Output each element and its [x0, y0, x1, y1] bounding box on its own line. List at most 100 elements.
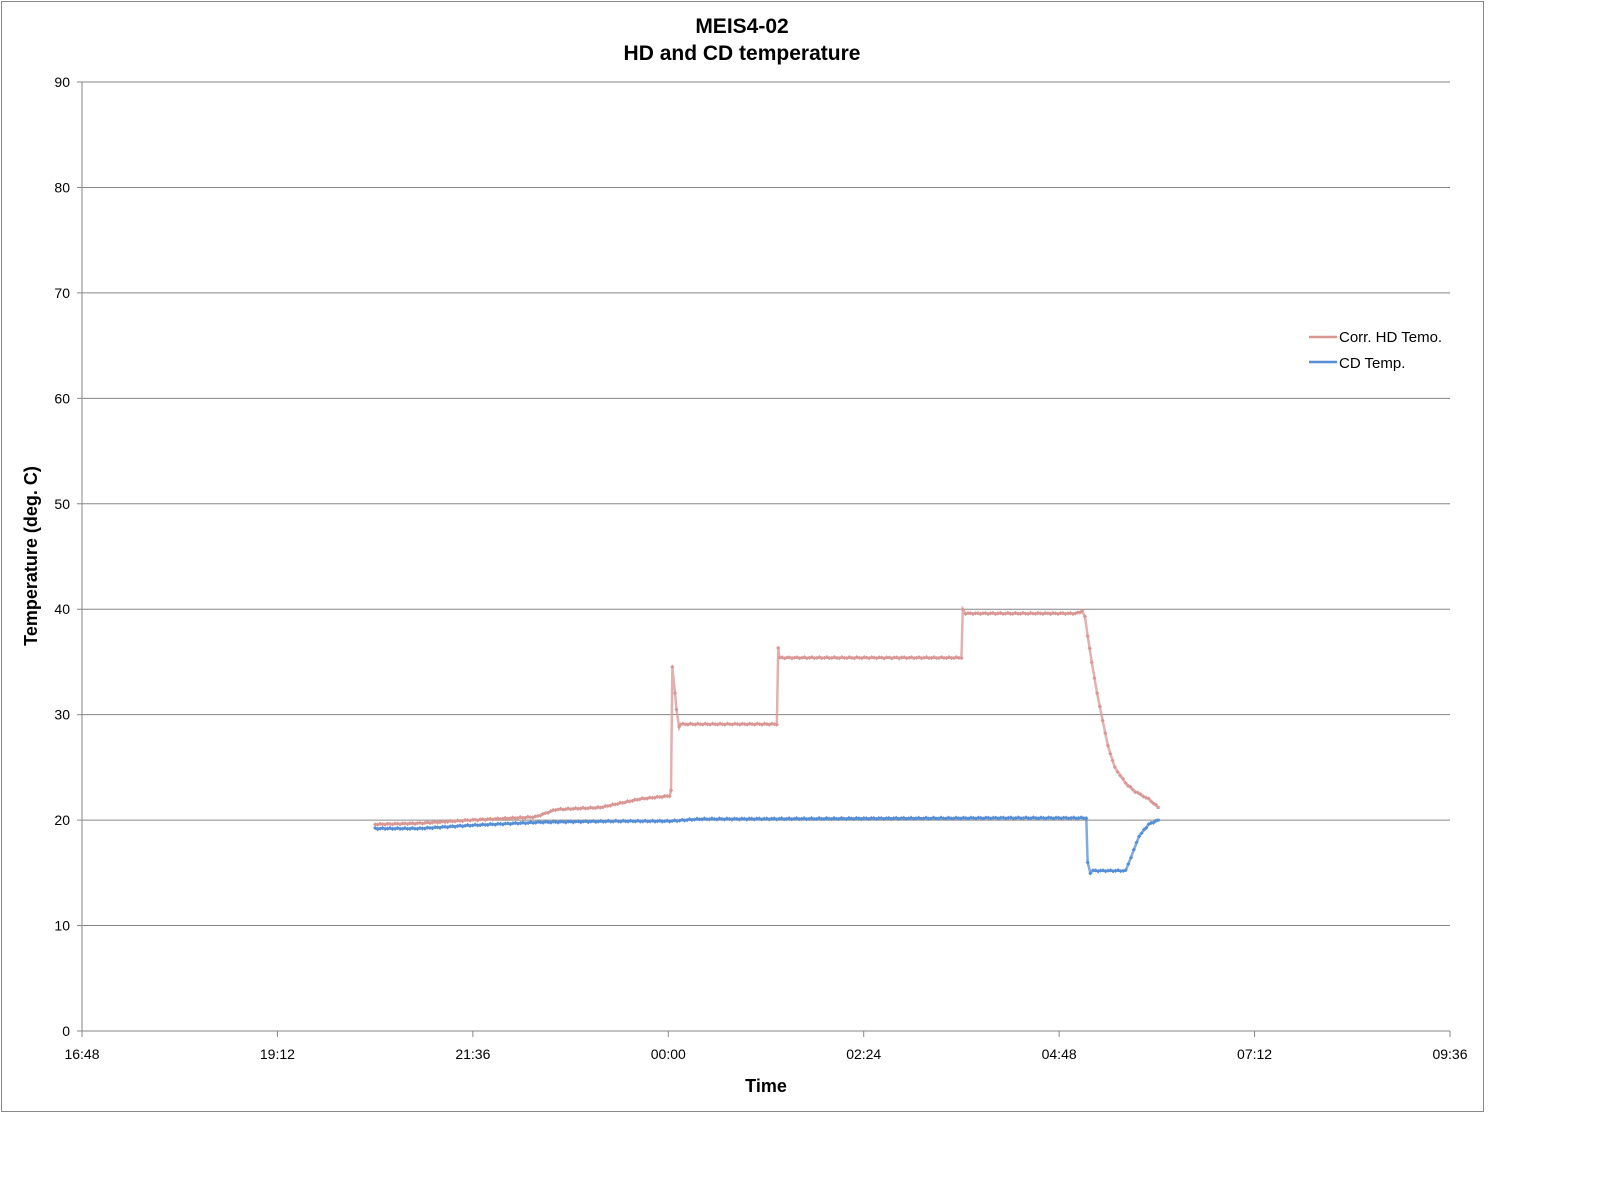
data-point — [1089, 660, 1094, 665]
y-tick-label: 10 — [54, 918, 70, 934]
data-point — [397, 826, 403, 832]
data-point — [869, 655, 874, 660]
data-point — [934, 655, 939, 661]
data-point — [747, 816, 752, 821]
data-point — [601, 819, 606, 824]
data-point — [769, 816, 774, 821]
data-point — [991, 815, 996, 820]
data-point — [1097, 704, 1102, 709]
x-tick-label: 00:00 — [651, 1046, 686, 1062]
data-point — [774, 722, 779, 727]
data-point — [1023, 611, 1028, 616]
data-point — [400, 821, 405, 826]
data-point — [1148, 820, 1154, 826]
data-point — [568, 807, 573, 812]
data-point — [834, 655, 839, 661]
data-point — [689, 817, 695, 823]
y-tick-label: 90 — [54, 74, 70, 90]
data-point — [1156, 818, 1160, 822]
data-point — [876, 816, 881, 821]
legend: Corr. HD Temo. CD Temp. — [1309, 329, 1442, 372]
chart-subtitle: HD and CD temperature — [624, 42, 861, 65]
data-point — [447, 824, 453, 829]
data-point — [949, 655, 954, 661]
data-point — [483, 822, 488, 827]
data-point — [573, 819, 578, 824]
data-point — [884, 816, 889, 821]
data-point — [849, 655, 854, 660]
data-point — [603, 803, 608, 808]
data-point — [776, 645, 781, 651]
data-point — [1118, 869, 1123, 874]
data-point — [543, 810, 548, 816]
data-point — [550, 807, 556, 813]
data-point — [385, 821, 390, 826]
data-point — [605, 803, 610, 809]
data-point — [450, 819, 455, 824]
data-point — [754, 816, 759, 821]
x-tick-label: 16:48 — [64, 1046, 99, 1062]
data-point — [899, 655, 904, 660]
y-axis-label: Temperature (deg. C) — [21, 466, 41, 646]
data-point — [1108, 751, 1113, 756]
data-point — [891, 816, 896, 821]
data-point — [405, 826, 410, 831]
data-point — [531, 820, 536, 825]
data-point — [377, 821, 383, 826]
y-tick-label: 50 — [54, 496, 70, 512]
chart-title: MEIS4-02 — [695, 15, 788, 38]
data-point — [819, 816, 824, 822]
data-point — [1110, 758, 1115, 763]
data-point — [432, 824, 438, 830]
data-point — [630, 819, 636, 824]
data-point — [690, 722, 695, 727]
data-point — [1046, 815, 1051, 820]
data-point — [698, 722, 703, 727]
data-point — [1015, 611, 1021, 616]
data-point — [457, 818, 463, 823]
data-point — [523, 821, 528, 826]
data-point — [581, 819, 586, 824]
data-point — [485, 816, 490, 822]
data-point — [1000, 611, 1006, 617]
data-point — [613, 802, 618, 807]
data-point — [1043, 610, 1048, 616]
data-point — [948, 816, 954, 821]
data-point — [1131, 847, 1136, 852]
data-point — [956, 655, 962, 661]
x-tick-label: 21:36 — [455, 1046, 490, 1062]
data-point — [505, 816, 510, 821]
data-point — [415, 821, 420, 826]
data-point — [662, 793, 667, 798]
data-point — [1134, 840, 1139, 845]
data-point — [513, 816, 518, 821]
data-point — [1130, 787, 1135, 792]
data-point — [1128, 784, 1133, 790]
data-point — [566, 819, 571, 824]
data-point — [812, 656, 817, 661]
data-point — [959, 656, 964, 661]
data-point — [980, 611, 986, 616]
data-point — [1139, 831, 1144, 836]
data-point — [392, 821, 398, 826]
data-point — [535, 813, 540, 819]
data-point — [1050, 610, 1056, 616]
data-point — [704, 817, 710, 822]
data-point — [739, 816, 744, 821]
y-tick-label: 60 — [54, 390, 70, 406]
data-point — [610, 802, 615, 807]
data-point — [463, 817, 468, 823]
data-point — [1137, 834, 1142, 839]
x-tick-label: 07:12 — [1237, 1046, 1272, 1062]
data-point — [1100, 718, 1105, 723]
data-point — [1151, 820, 1156, 825]
data-point — [674, 707, 679, 712]
data-point — [697, 817, 702, 822]
data-point — [960, 607, 965, 612]
data-point — [672, 690, 678, 696]
data-point — [475, 823, 480, 828]
x-tick-label: 19:12 — [260, 1046, 295, 1062]
data-point — [1128, 855, 1134, 860]
